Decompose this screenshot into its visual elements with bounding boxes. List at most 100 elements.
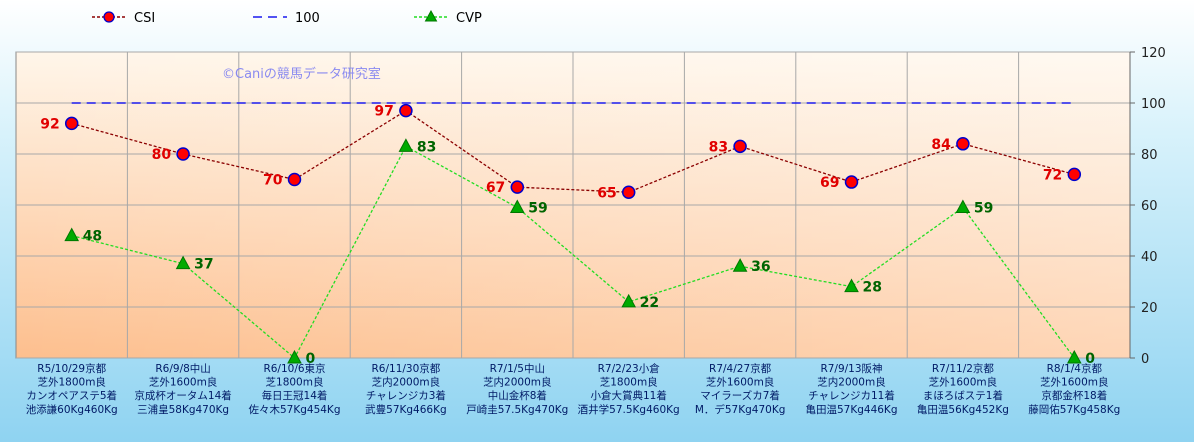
- x-tick-line: 酒井学57.5Kg460Kg: [578, 403, 680, 416]
- cvp-marker: [509, 199, 525, 214]
- x-tick-line: 亀田温56Kg452Kg: [917, 403, 1009, 416]
- x-tick-line: チャレンジカ3着: [366, 389, 446, 402]
- cvp-marker: [732, 258, 748, 272]
- csi-marker: [733, 139, 747, 154]
- watermark: ©Caniの競馬データ研究室: [222, 66, 381, 82]
- cvp-data-label: 37: [194, 257, 213, 273]
- x-tick-line: 芝外1600m良: [1040, 376, 1108, 389]
- csi-data-label: 72: [1043, 167, 1062, 183]
- x-tick-line: R7/4/27京都: [709, 362, 772, 375]
- cvp-data-label: 22: [640, 295, 659, 311]
- x-tick-line: 京成杯オータム14着: [134, 389, 231, 402]
- x-tick-line: 芝内2000m良: [372, 376, 440, 389]
- csi-data-label: 84: [931, 137, 951, 153]
- x-tick-line: チャレンジカ11着: [808, 389, 895, 402]
- x-tick-line: R8/1/4京都: [1047, 362, 1103, 375]
- cvp-marker: [398, 138, 414, 152]
- series-lines: [71, 102, 1075, 360]
- y-tick-label: 120: [1141, 46, 1166, 61]
- legend-label: CSI: [134, 11, 155, 26]
- cvp-data-label: 48: [83, 229, 102, 245]
- cvp-marker: [287, 349, 302, 364]
- csi-data-label: 92: [40, 116, 59, 132]
- x-tick-line: 池添謙60Kg460Kg: [26, 403, 118, 416]
- x-tick-line: 武豊57Kg466Kg: [365, 403, 447, 416]
- x-tick-line: 芝外1600m良: [929, 376, 997, 389]
- legend-label: CVP: [456, 11, 482, 26]
- x-tick-line: R7/2/23小倉: [598, 362, 661, 375]
- csi-marker: [1067, 167, 1082, 182]
- x-tick-line: 芝外1600m良: [149, 376, 217, 389]
- x-tick-line: R6/11/30京都: [372, 362, 441, 375]
- cvp-data-label: 59: [528, 201, 547, 217]
- csi-marker: [510, 180, 525, 194]
- series-line-csi: [71, 109, 1075, 193]
- x-tick-line: 小倉大賞典11着: [591, 389, 667, 402]
- legend-item-csi: CSI: [92, 11, 155, 26]
- x-tick-line: 芝1800m良: [266, 376, 324, 389]
- x-tick-line: R5/10/29京都: [37, 362, 106, 375]
- x-tick-line: 中山金杯8着: [488, 389, 547, 402]
- cvp-data-label: 0: [1085, 351, 1095, 367]
- x-tick-line: 三浦皇58Kg470Kg: [137, 403, 229, 416]
- x-tick-line: R6/10/6東京: [263, 362, 325, 375]
- legend-item-100: 100: [253, 11, 320, 26]
- x-tick-line: 芝外1800m良: [37, 376, 105, 389]
- cvp-marker: [1066, 349, 1082, 364]
- cvp-data-label: 83: [417, 139, 436, 155]
- legend-label: 100: [295, 11, 320, 26]
- cvp-data-label: 36: [751, 259, 770, 275]
- csi-marker: [64, 116, 79, 131]
- csi-data-label: 80: [152, 147, 172, 163]
- series-line-cvp: [71, 145, 1075, 360]
- y-tick-label: 60: [1141, 199, 1158, 214]
- csi-marker: [287, 172, 302, 187]
- csi-marker: [844, 175, 859, 189]
- cvp-data-label: 28: [863, 280, 882, 296]
- series-markers: [64, 103, 1082, 364]
- x-tick-line: マイラーズカ7着: [700, 389, 780, 402]
- data-labels: 92 80 70 97 67 65 83 69 84 72 48 37 0 83 59 22 36 28 59 0: [40, 104, 1095, 367]
- y-tick-label: 100: [1141, 97, 1166, 112]
- x-tick-line: R7/1/5中山: [490, 362, 545, 375]
- x-tick-line: R7/9/13阪神: [820, 362, 882, 375]
- x-tick-line: 芝内2000m良: [817, 376, 885, 389]
- x-tick-line: 戸崎圭57.5Kg470Kg: [466, 403, 568, 416]
- csi-marker: [176, 147, 190, 161]
- csi-marker: [956, 137, 970, 151]
- y-tick-label: 80: [1141, 148, 1158, 163]
- x-tick-line: 亀田温57Kg446Kg: [805, 403, 897, 416]
- x-tick-line: 芝1800m良: [600, 376, 658, 389]
- cvp-marker: [844, 278, 859, 293]
- legend-swatch-marker: [424, 9, 438, 22]
- csi-data-label: 83: [709, 139, 728, 155]
- csi-marker: [621, 185, 636, 199]
- x-tick-line: 藤岡佑57Kg458Kg: [1028, 403, 1120, 416]
- legend-item-cvp: CVP: [414, 9, 482, 26]
- x-tick-line: まほろばステ1着: [923, 389, 1003, 402]
- cvp-data-label: 0: [306, 351, 316, 367]
- cvp-data-label: 59: [974, 201, 993, 217]
- y-tick-label: 0: [1141, 352, 1149, 367]
- csi-data-label: 65: [597, 185, 616, 201]
- x-tick-line: 毎日王冠14着: [262, 389, 328, 402]
- cvp-marker: [64, 227, 80, 242]
- csi-data-label: 97: [374, 104, 393, 120]
- y-tick-label: 40: [1141, 250, 1158, 265]
- y-tick-label: 20: [1141, 301, 1158, 316]
- csi-data-label: 67: [486, 180, 505, 196]
- csi-marker: [399, 103, 413, 118]
- csi-data-label: 70: [263, 173, 283, 189]
